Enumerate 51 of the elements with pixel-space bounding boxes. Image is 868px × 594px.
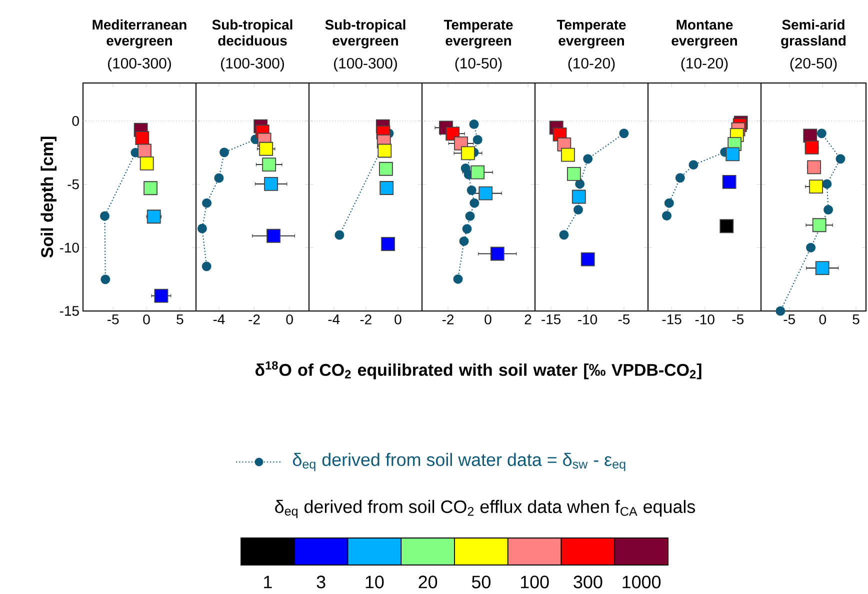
x-axis-title: δ$^{18}$O of CO$_{2}$ equilibrated with soil water [‰ VPDB-CO$_{2}$] — [255, 361, 702, 380]
x-tick-label: 0 — [394, 314, 402, 324]
chart-title: Sub-tropical deciduous — [212, 19, 292, 46]
chart-subtitle: (100-300) — [108, 58, 171, 72]
y-axis-title: Soil depth [cm] — [40, 136, 56, 258]
x-tick-label: -2 — [248, 314, 260, 324]
chart-subtitle: (10-20) — [681, 58, 728, 72]
x-tick-label: -4 — [328, 314, 340, 324]
chart-title: Temperate evergreen — [444, 20, 513, 48]
x-tick-label: 0 — [286, 314, 293, 324]
chart-title: Sub-tropical evergreen — [325, 19, 406, 48]
x-tick-label: 5 — [852, 314, 860, 324]
x-tick-label: -10 — [695, 314, 714, 324]
x-tick-label: -15 — [542, 314, 561, 324]
x-tick-label: -2 — [442, 314, 454, 324]
x-tick-label: -5 — [784, 314, 795, 324]
x-tick-label: -15 — [662, 314, 682, 324]
legend-label: 10 — [366, 576, 384, 588]
x-tick-label: -2 — [360, 314, 372, 324]
x-tick-label: 2 — [524, 314, 532, 324]
legend-label: 20 — [418, 576, 438, 588]
legend-label: 1000 — [622, 576, 661, 588]
x-tick-label: 0 — [143, 314, 150, 324]
text: δ$_{eq}$ derived from soil water data = δ$_{sw}$ - ε$_{eq}$ — [292, 452, 626, 472]
y-tick-label: -10 — [60, 242, 79, 253]
chart-title: Temperate evergreen — [556, 20, 626, 48]
chart-title: Semi-arid grassland — [781, 19, 846, 48]
chart-subtitle: (100-300) — [221, 58, 284, 72]
x-tick-label: 5 — [176, 314, 184, 324]
chart-subtitle: (20-50) — [790, 58, 837, 72]
x-tick-label: 0 — [484, 314, 492, 324]
chart-subtitle: (10-50) — [455, 58, 502, 72]
legend-title: δ$_{eq}$ derived from soil CO$_{2}$ efflux data when f$_{CA}$ equals — [275, 500, 696, 518]
x-tick-label: -5 — [618, 314, 630, 324]
y-tick-label: -15 — [60, 306, 79, 316]
y-tick-label: -5 — [68, 179, 79, 190]
chart-subtitle: (100-300) — [334, 58, 397, 72]
x-tick-label: -10 — [578, 314, 598, 324]
legend-label: 3 — [316, 576, 326, 588]
x-tick-label: -5 — [108, 314, 119, 324]
x-tick-label: -4 — [213, 314, 225, 324]
y-tick-label: 0 — [72, 116, 79, 126]
legend-label: 300 — [574, 576, 602, 588]
x-tick-label: 0 — [819, 314, 826, 324]
x-tick-label: -5 — [732, 314, 744, 324]
chart-title: Mediterranean evergreen — [92, 19, 186, 48]
chart-subtitle: (10-20) — [568, 58, 615, 72]
legend-label: 1 — [264, 576, 272, 588]
chart-title: Montane evergreen — [672, 20, 737, 48]
legend-label: 50 — [472, 576, 490, 588]
legend-label: 100 — [520, 576, 549, 588]
